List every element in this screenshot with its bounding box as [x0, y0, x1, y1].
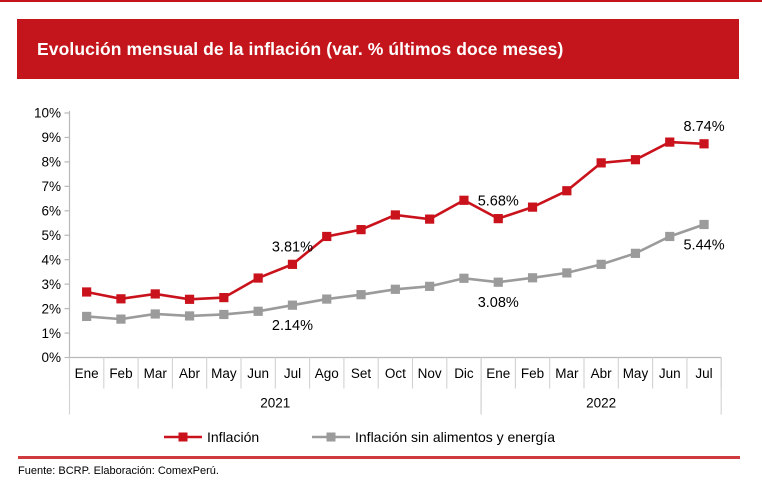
svg-text:Ene: Ene [75, 366, 99, 381]
svg-text:Nov: Nov [418, 366, 442, 381]
svg-text:Ago: Ago [315, 366, 339, 381]
svg-text:4%: 4% [41, 252, 61, 267]
svg-text:3.81%: 3.81% [272, 239, 313, 255]
svg-text:Feb: Feb [521, 366, 544, 381]
svg-text:Jun: Jun [247, 366, 269, 381]
svg-text:9%: 9% [41, 130, 61, 145]
svg-text:5.44%: 5.44% [683, 237, 724, 253]
svg-text:Abr: Abr [179, 366, 201, 381]
svg-text:Feb: Feb [109, 366, 132, 381]
svg-text:7%: 7% [41, 179, 61, 194]
top-accent-rule [0, 0, 762, 2]
svg-text:Mar: Mar [555, 366, 579, 381]
bottom-accent-rule [18, 456, 740, 459]
legend-label: Inflación sin alimentos y energía [355, 429, 555, 445]
svg-text:3%: 3% [41, 277, 61, 292]
svg-text:0%: 0% [41, 350, 61, 365]
svg-text:Jul: Jul [695, 366, 712, 381]
page-title: Evolución mensual de la inflación (var. … [37, 38, 564, 59]
svg-text:Abr: Abr [591, 366, 613, 381]
svg-text:Oct: Oct [385, 366, 406, 381]
svg-text:May: May [211, 366, 237, 381]
svg-text:8.74%: 8.74% [683, 119, 724, 135]
svg-text:Ene: Ene [486, 366, 510, 381]
inflation-line-chart: 0% 1% 2% 3% 4% 5% 6% 7% 8% 9% 10% Ene Feb Mar Abr May Ju… [34, 106, 725, 415]
svg-text:May: May [623, 366, 649, 381]
svg-text:Dic: Dic [454, 366, 474, 381]
svg-text:5.68%: 5.68% [478, 194, 519, 210]
svg-text:Mar: Mar [144, 366, 168, 381]
legend-item-inflacion: Inflación [164, 429, 259, 445]
svg-text:6%: 6% [41, 204, 61, 219]
svg-text:Jul: Jul [284, 366, 301, 381]
svg-text:Jun: Jun [659, 366, 681, 381]
svg-text:Set: Set [351, 366, 372, 381]
source-note: Fuente: BCRP. Elaboración: ComexPerú. [18, 465, 219, 477]
legend-item-inflacion-core: Inflación sin alimentos y energía [312, 429, 555, 445]
svg-text:8%: 8% [41, 155, 61, 170]
legend-label: Inflación [207, 429, 260, 445]
svg-text:10%: 10% [34, 106, 61, 121]
svg-text:3.08%: 3.08% [478, 295, 519, 311]
svg-text:2021: 2021 [260, 396, 290, 411]
chart-title-bar: Evolución mensual de la inflación (var. … [17, 19, 739, 79]
svg-text:2022: 2022 [586, 396, 616, 411]
gray-line-marker-icon [312, 431, 350, 443]
red-line-marker-icon [164, 431, 202, 443]
svg-text:5%: 5% [41, 228, 61, 243]
svg-text:2.14%: 2.14% [272, 318, 313, 334]
svg-text:1%: 1% [41, 326, 61, 341]
chart-legend: Inflación Inflación sin alimentos y ener… [0, 428, 762, 450]
svg-text:2%: 2% [41, 301, 61, 316]
